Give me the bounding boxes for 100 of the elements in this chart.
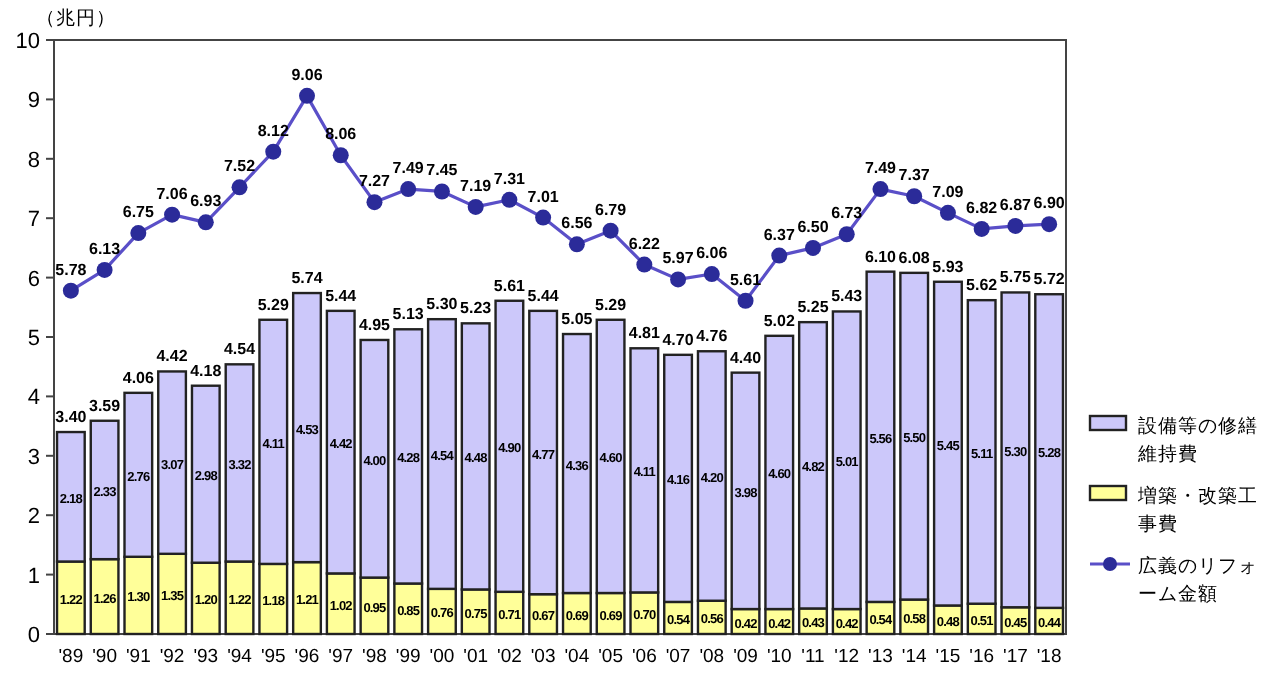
point (805, 239, 821, 256)
point (197, 214, 214, 231)
x-tick-label: '93 (193, 646, 219, 668)
x-tick-label: '98 (362, 646, 387, 668)
point (501, 191, 518, 208)
total-label: 5.74 (291, 269, 324, 288)
total-label: 5.30 (426, 295, 459, 314)
total-label: 5.13 (392, 305, 425, 324)
x-tick-label: '02 (497, 646, 522, 668)
y-tick-label: 5 (27, 327, 40, 351)
total-label: 3.59 (89, 396, 122, 415)
x-tick-label: '06 (631, 646, 657, 668)
point (703, 266, 720, 283)
data-label: 7.31 (493, 169, 527, 188)
data-label: 7.49 (392, 159, 425, 178)
point (130, 225, 147, 242)
point (467, 198, 484, 215)
data-label: 5.78 (55, 260, 88, 279)
data-label: 6.50 (797, 217, 830, 236)
data-label: 6.93 (190, 192, 223, 211)
x-tick-label: '17 (1003, 646, 1028, 668)
data-label: 6.37 (763, 225, 796, 244)
x-tick-label: '11 (801, 646, 825, 668)
total-label: 4.70 (662, 330, 695, 349)
point (332, 147, 349, 164)
total-label: 3.40 (55, 408, 88, 427)
data-label: 6.79 (595, 200, 628, 219)
x-tick-label: '05 (598, 646, 623, 668)
point (62, 282, 79, 299)
data-label: 6.56 (561, 214, 594, 233)
total-label: 4.06 (122, 368, 155, 387)
y-tick-label: 4 (27, 386, 40, 411)
y-tick-label: 8 (27, 148, 40, 173)
total-label: 5.44 (527, 286, 560, 305)
x-tick-label: '10 (766, 646, 792, 668)
point (299, 87, 315, 104)
x-tick-label: '13 (868, 646, 893, 668)
data-label: 9.06 (291, 65, 324, 84)
total-label: 5.02 (763, 311, 796, 330)
point (636, 256, 653, 273)
y-tick-label: 9 (27, 89, 40, 114)
data-label: 7.45 (426, 161, 459, 180)
y-tick-label: 0 (27, 624, 40, 648)
point (838, 226, 855, 243)
x-tick-label: '97 (328, 646, 354, 668)
data-label: 6.82 (966, 198, 999, 217)
data-label: 6.87 (999, 195, 1033, 214)
x-tick-label: '00 (429, 646, 455, 668)
total-label: 5.29 (257, 295, 290, 314)
total-label: 5.44 (325, 286, 358, 305)
x-tick-label: '15 (935, 646, 961, 668)
total-label: 5.62 (966, 276, 999, 295)
data-label: 6.73 (831, 204, 864, 223)
point (771, 247, 788, 264)
data-label: 5.61 (729, 270, 763, 289)
total-label: 5.72 (1033, 270, 1066, 289)
point (400, 181, 417, 198)
data-label: 6.06 (696, 244, 729, 263)
data-label: 6.13 (89, 239, 122, 258)
point (568, 236, 585, 253)
y-axis-title: （兆円） (36, 6, 116, 30)
data-label: 6.75 (122, 203, 155, 222)
total-label: 4.18 (190, 361, 223, 380)
point (265, 143, 282, 160)
point (535, 209, 552, 226)
x-tick-label: '94 (227, 646, 252, 668)
legend-広義のリフォーム金額: 広義のリフォーム金額 (1090, 556, 1258, 606)
x-tick-label: '14 (901, 646, 927, 668)
total-label: 4.42 (156, 347, 189, 366)
x-tick-label: '09 (733, 646, 758, 668)
total-label: 5.43 (831, 287, 864, 306)
x-tick-label: '08 (699, 646, 725, 668)
legend-増築・改築工事費: 増築・改築工事費 (1088, 484, 1258, 536)
total-label: 5.61 (493, 276, 527, 295)
point (670, 271, 687, 288)
data-label: 6.90 (1033, 194, 1066, 213)
point (1041, 216, 1058, 233)
x-tick-label: '92 (159, 646, 185, 668)
total-label: 5.93 (932, 257, 965, 276)
point (872, 181, 889, 198)
y-tick-label: 2 (27, 505, 40, 530)
x-tick-label: '90 (92, 646, 117, 668)
point (164, 206, 181, 223)
x-tick-label: '03 (530, 646, 556, 668)
x-tick-label: '04 (564, 646, 590, 668)
x-tick-label: '91 (125, 646, 151, 668)
data-label: 7.37 (898, 166, 931, 185)
point (96, 261, 113, 278)
total-label: 4.95 (358, 315, 392, 334)
point (906, 188, 923, 205)
total-label: 5.23 (460, 299, 493, 318)
point (973, 220, 990, 237)
point (1007, 217, 1024, 234)
total-label: 4.81 (628, 324, 661, 343)
data-label: 7.06 (156, 184, 189, 203)
total-label: 5.75 (999, 268, 1033, 287)
total-label: 4.54 (223, 340, 257, 359)
data-label: 5.97 (662, 249, 695, 268)
x-tick-label: '89 (58, 646, 84, 668)
total-label: 5.29 (595, 295, 628, 314)
